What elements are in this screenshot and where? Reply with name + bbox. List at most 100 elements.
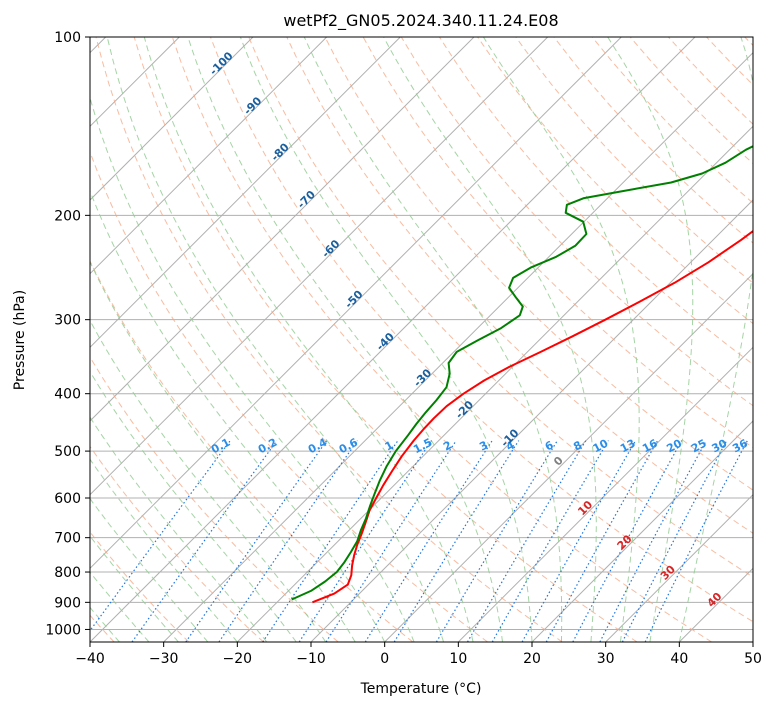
moist-adiabat <box>90 96 415 642</box>
moist-adiabat <box>303 37 563 642</box>
isotherm-gridline <box>90 37 622 570</box>
dry-adiabat <box>744 37 753 47</box>
dry-adiabat-label: -60 <box>319 237 342 260</box>
x-axis: −40 −30 −20 −10 0 10 20 30 40 50 <box>75 642 762 667</box>
mixing-ratio-label: 0.4 <box>306 436 330 457</box>
isotherm-gridline <box>163 51 753 642</box>
y-axis: 100 200 300 400 500 600 700 800 900 1000 <box>45 30 90 638</box>
y-tick-label: 600 <box>54 491 81 507</box>
dewpoint-line <box>291 145 753 601</box>
dry-adiabat <box>171 37 712 642</box>
dry-adiabat <box>90 445 264 642</box>
mixing-ratio-line <box>185 440 328 642</box>
moist-adiabat <box>482 37 640 642</box>
dry-adiabat <box>515 37 753 284</box>
grid-layer <box>90 37 753 642</box>
x-tick-label: −20 <box>223 651 253 667</box>
mixing-ratio-label: 25 <box>689 437 709 456</box>
mixing-ratio-line <box>262 440 399 642</box>
x-tick-label: 40 <box>670 651 688 667</box>
dry-adiabat-label: -50 <box>342 288 365 311</box>
dry-adiabat-label: -70 <box>295 188 318 211</box>
moist-adiabat <box>607 37 694 642</box>
isotherm-gridline <box>90 37 549 496</box>
moist-adiabat <box>239 37 533 642</box>
mixing-ratio-line <box>521 440 637 642</box>
mixing-ratio-line <box>131 440 278 642</box>
y-tick-label: 100 <box>54 30 81 46</box>
y-tick-label: 500 <box>54 444 81 460</box>
y-tick-label: 900 <box>54 595 81 611</box>
dry-adiabat-label: -80 <box>269 140 292 163</box>
mixing-ratio-label: 30 <box>710 437 730 456</box>
dry-adiabat-label: -100 <box>207 49 236 78</box>
dry-adiabat-label: -40 <box>374 330 397 353</box>
x-tick-label: −10 <box>296 651 326 667</box>
dry-adiabat <box>210 37 753 623</box>
x-tick-label: 30 <box>597 651 615 667</box>
dry-adiabat-label: -90 <box>241 94 264 117</box>
mixing-ratio-line <box>491 440 609 642</box>
isotherm-gridline <box>90 37 401 349</box>
y-tick-label: 400 <box>54 387 81 403</box>
mixing-ratio-line <box>325 440 457 642</box>
moist-adiabat <box>678 37 753 642</box>
mixing-ratio-label: 16 <box>640 437 660 456</box>
mixing-ratio-line <box>393 440 520 642</box>
isotherm-gridline <box>90 37 328 275</box>
dry-adiabat <box>95 37 563 642</box>
isotherm-gridline <box>457 346 753 642</box>
moist-adiabat <box>106 37 445 642</box>
dry-adiabat <box>90 531 190 642</box>
isotherm-gridline <box>678 567 753 642</box>
isotherm-gridline <box>90 37 696 642</box>
mixing-ratio-line <box>364 440 493 642</box>
isotherm-gridline <box>236 125 753 642</box>
chart-title: wetPf2_GN05.2024.340.11.24.E08 <box>283 11 558 31</box>
mixing-ratio-line <box>466 440 587 642</box>
y-tick-label: 200 <box>54 208 81 224</box>
dry-adiabat <box>591 37 753 204</box>
isotherm-gridline <box>752 641 753 642</box>
moist-adiabat <box>90 319 327 642</box>
mixing-ratio-label: 0.1 <box>209 436 232 457</box>
series-layer <box>291 145 753 604</box>
isotherm-label: 0 <box>551 454 566 469</box>
dry-adiabat-label: -30 <box>411 366 434 389</box>
moist-adiabat <box>90 189 386 642</box>
moist-adiabat <box>143 37 474 642</box>
dry-adiabat <box>324 37 753 491</box>
mixing-ratio-line <box>435 440 558 642</box>
dry-adiabat-label: -20 <box>453 398 476 421</box>
dry-adiabat <box>668 37 753 125</box>
x-tick-label: 10 <box>449 651 467 667</box>
mixing-ratio-label: 36 <box>730 437 750 456</box>
moist-adiabat <box>90 535 179 642</box>
x-tick-label: −30 <box>149 651 179 667</box>
x-tick-label: 50 <box>744 651 762 667</box>
mixing-ratio-label: 10 <box>591 437 611 456</box>
y-tick-label: 800 <box>54 565 81 581</box>
moist-adiabat <box>90 416 268 642</box>
mixing-ratio-label: 13 <box>618 437 638 456</box>
y-axis-label: Pressure (hPa) <box>12 290 28 390</box>
isotherm-gridline <box>605 493 753 642</box>
temperature-line <box>312 229 753 604</box>
dry-adiabat <box>90 259 414 642</box>
moist-adiabat <box>90 497 209 642</box>
y-tick-label: 700 <box>54 531 81 547</box>
dry-adiabat <box>286 37 753 534</box>
line-annotations: 0.1 0.2 0.4 0.6 1 1.5 2 3 4 6 8 10 13 16 20 25 30 36-100-… <box>207 49 750 610</box>
isotherm-gridline <box>531 420 753 642</box>
y-tick-label: 1000 <box>45 622 81 638</box>
moist-adiabat <box>90 458 238 642</box>
dry-adiabat <box>706 37 753 86</box>
moist-adiabat <box>90 260 356 642</box>
x-tick-label: 20 <box>523 651 541 667</box>
dry-adiabat <box>90 150 488 642</box>
moist-adiabat <box>383 37 597 642</box>
background-lines <box>90 37 753 642</box>
plot-frame <box>89 36 754 643</box>
moist-adiabat <box>90 370 297 642</box>
